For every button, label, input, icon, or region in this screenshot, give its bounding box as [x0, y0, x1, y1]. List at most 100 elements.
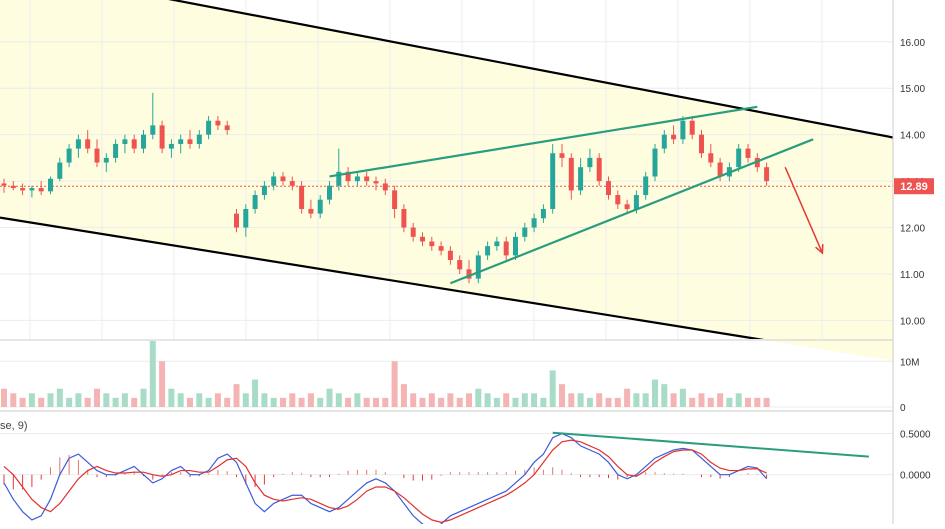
candle-body — [410, 227, 416, 237]
volume-bar — [47, 393, 54, 407]
candle-body — [38, 188, 44, 192]
candle-body — [522, 227, 528, 237]
candle-body — [168, 143, 174, 149]
candle-body — [764, 167, 770, 182]
candle-body — [578, 167, 584, 191]
candle-body — [289, 181, 295, 186]
candle-body — [224, 125, 230, 131]
candle-body — [624, 204, 630, 209]
volume-bar — [177, 393, 184, 407]
volume-bar — [28, 393, 35, 407]
volume-bar — [187, 397, 193, 407]
volume-bar — [298, 397, 305, 407]
volume-bar — [438, 397, 445, 407]
candle-body — [596, 157, 602, 182]
volume-bar — [624, 388, 631, 407]
volume-bar — [19, 397, 26, 407]
volume-bar — [242, 393, 249, 407]
candle-body — [671, 134, 677, 140]
volume-bar — [596, 393, 603, 407]
channel-fill — [0, 0, 893, 361]
volume-bar — [224, 397, 231, 407]
volume-bar — [205, 397, 212, 407]
panel-separators — [0, 0, 894, 524]
candle-body — [261, 185, 267, 196]
volume-bar — [261, 393, 268, 407]
volume-bar — [400, 384, 407, 407]
price-tick-label: 16.00 — [900, 38, 925, 49]
candle-body — [699, 134, 704, 154]
volume-bar — [531, 393, 538, 407]
volume-bar — [503, 393, 510, 407]
volume-bar — [447, 393, 454, 407]
candle-body — [513, 236, 518, 256]
candle-body — [717, 162, 723, 177]
volume-bar — [280, 397, 286, 407]
candle-body — [94, 148, 100, 163]
candle-body — [317, 199, 323, 214]
candle-body — [457, 260, 463, 270]
volume-bar — [112, 397, 119, 407]
volume-bar — [317, 397, 324, 407]
candle-body — [689, 120, 695, 135]
price-tick-label: 11.00 — [900, 270, 925, 281]
candle-body — [131, 139, 137, 149]
candle-body — [475, 255, 481, 279]
candle-body — [587, 157, 593, 168]
volume-bar — [252, 379, 259, 407]
price-tick-label: 12.00 — [900, 224, 925, 235]
volume-bar — [159, 361, 166, 407]
candle-body — [568, 157, 574, 191]
volume-bar — [754, 397, 761, 407]
volume-bar — [121, 393, 128, 407]
candle-body — [187, 139, 193, 144]
candle-body — [540, 208, 546, 219]
volume-bar — [549, 370, 556, 407]
candle-body — [299, 185, 305, 209]
volume-bar — [419, 397, 426, 407]
candle-body — [494, 241, 500, 247]
candle-body — [559, 153, 565, 158]
candle-body — [382, 183, 388, 191]
candle-body — [48, 178, 53, 192]
price-tick-label: 15.00 — [900, 84, 925, 95]
candle-body — [661, 134, 667, 149]
candle-body — [531, 218, 537, 228]
volume-bar — [1, 388, 7, 407]
volume-bar — [726, 397, 733, 407]
volume-bar — [391, 361, 398, 407]
candle-body — [252, 195, 258, 209]
candle-body — [29, 188, 35, 191]
candle-body — [606, 181, 611, 196]
candle-body — [327, 185, 332, 200]
candle-body — [122, 139, 128, 144]
volume-bar — [335, 393, 342, 407]
volume-bar — [512, 397, 519, 407]
candle-body — [196, 134, 202, 144]
volume-bar — [140, 388, 147, 407]
last-price-badge — [894, 178, 934, 195]
candle-body — [10, 185, 16, 189]
candle-body — [280, 176, 286, 182]
candle-body — [643, 176, 649, 196]
candle-body — [447, 250, 453, 261]
candle-body — [745, 148, 751, 158]
volume-bar — [363, 397, 370, 407]
volume-bar — [466, 393, 472, 407]
candle-body — [652, 148, 658, 177]
forecast-arrow-head — [815, 244, 824, 255]
volume-bar — [745, 397, 751, 407]
volume-bar — [614, 397, 621, 407]
candle-body — [1, 183, 7, 186]
volume-bars — [1, 341, 770, 407]
candle-body — [20, 188, 26, 191]
volume-bar — [149, 341, 156, 407]
volume-bar — [196, 393, 203, 407]
volume-bar — [568, 393, 575, 407]
volume-bar — [652, 379, 658, 407]
candle-body — [466, 269, 472, 279]
candle-body — [215, 120, 221, 126]
price-tick-label: 14.00 — [900, 131, 925, 142]
volume-bar — [214, 393, 221, 407]
